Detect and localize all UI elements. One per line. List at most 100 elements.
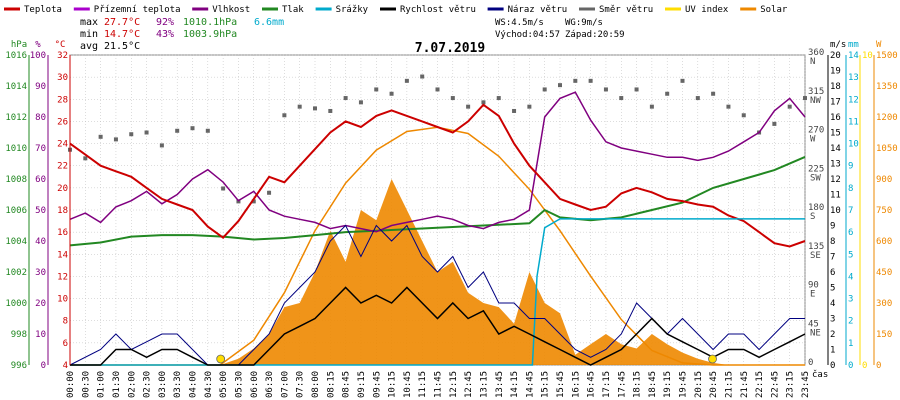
direction-point [144,130,149,135]
axis-percent-tick: 10 [35,330,46,340]
x-tick: 21:45 [740,371,750,398]
axis-temperature-tick: 28 [57,95,68,105]
axis-temperature-tick: 30 [57,73,68,83]
axis-rain-label: mm [848,40,859,50]
x-tick: 08:45 [342,371,352,398]
axis-temperature-tick: 14 [57,250,68,260]
x-tick: 05:30 [234,371,244,398]
axis-rain-tick: 13 [848,73,859,83]
stat-max-press: 1010.1hPa [183,17,237,28]
x-tick: 07:30 [296,371,306,398]
axis-uv-tick: 0 [862,361,867,371]
axis-wind-tick: 3 [830,315,835,325]
axis-pressure-tick: 1012 [5,113,27,123]
axis-pressure-tick: 1000 [5,299,27,309]
x-tick: 20:15 [694,371,704,398]
axis-direction-tick: 0 [808,358,813,368]
axis-direction-cardinal: E [810,290,815,300]
x-tick: 15:45 [556,371,566,398]
x-tick: 09:15 [357,371,367,398]
x-tick: 09:45 [372,371,382,398]
x-tick: 02:30 [143,371,153,398]
stats-block: max 27.7°C 92% 1010.1hPa 6.6mm min 14.7°… [80,17,625,52]
direction-point [159,143,164,148]
direction-point [175,128,180,133]
axis-direction-tick: 45 [808,319,819,329]
legend-label: Rychlost větru [400,5,476,15]
axis-wind-tick: 12 [830,175,841,185]
x-tick: 08:00 [311,371,321,398]
x-tick: 02:00 [127,371,137,398]
x-tick: 10:45 [403,371,413,398]
direction-point [374,87,379,92]
axis-wind-tick: 10 [830,206,841,216]
axis-rain-tick: 1 [848,339,853,349]
legend-label: Vlhkost [212,5,250,15]
x-tick: 00:00 [66,371,76,398]
axis-percent-tick: 80 [35,113,46,123]
x-tick: 19:15 [663,371,673,398]
x-tick: 17:45 [617,371,627,398]
axis-pressure-tick: 996 [11,361,27,371]
axis-direction-tick: 315 [808,87,824,97]
x-tick: 11:45 [434,371,444,398]
axis-rain-tick: 7 [848,206,853,216]
direction-point [313,106,317,111]
axis-solar-tick: 750 [876,206,892,216]
direction-point [512,108,517,113]
axis-wind-tick: 1 [830,346,835,356]
direction-point [221,186,226,191]
x-tick: 16:15 [571,371,581,398]
direction-point [435,87,440,92]
stat-max-hum: 92% [156,17,174,28]
direction-point [129,132,134,137]
direction-point [404,78,409,83]
axis-percent-tick: 100 [30,51,46,61]
direction-point [267,190,272,195]
legend-label: Směr větru [599,5,653,15]
direction-point [113,137,118,142]
direction-point [481,100,486,105]
x-tick: 13:45 [495,371,505,398]
axis-rain-tick: 14 [848,51,859,61]
axis-temperature-tick: 10 [57,295,68,305]
axis-temperature-tick: 26 [57,117,68,127]
direction-point [205,128,210,133]
axis-pressure-tick: 1010 [5,144,27,154]
axis-uv-tick: 10 [862,51,873,61]
x-tick: 04:00 [189,371,199,398]
axis-wind-tick: 11 [830,191,841,201]
axis-temperature-tick: 32 [57,51,68,61]
x-tick: 14:15 [510,371,520,398]
axis-wind-tick: 7 [830,253,835,263]
uv-marker [216,354,226,364]
x-tick: 11:15 [418,371,428,398]
x-tick: 08:15 [326,371,336,398]
axis-percent-tick: 70 [35,144,46,154]
axes-layer: 1016101410121010100810061004100210009989… [5,40,897,398]
x-tick: 22:45 [770,371,780,398]
x-tick: 17:15 [602,371,612,398]
stat-wg: WG:9m/s [565,18,603,28]
axis-wind-tick: 19 [830,67,841,77]
x-tick: 07:00 [280,371,290,398]
axis-percent-tick: 20 [35,299,46,309]
direction-point [343,96,348,101]
direction-point [711,91,716,96]
direction-point [251,199,256,204]
axis-temperature-label: °C [55,40,66,50]
axis-direction-cardinal: NW [810,96,821,106]
direction-point [787,104,792,109]
x-tick: 03:30 [173,371,183,398]
axis-temperature-tick: 8 [63,317,68,327]
axis-solar-tick: 1500 [876,51,898,61]
axis-direction-tick: 270 [808,126,824,136]
axis-solar-tick: 1350 [876,82,898,92]
direction-point [496,96,501,101]
axis-percent-tick: 0 [41,361,46,371]
axis-temperature-tick: 18 [57,206,68,216]
axis-direction-tick: 225 [808,164,824,174]
direction-point [450,96,455,101]
axis-pressure-tick: 998 [11,330,27,340]
stat-min-hum: 43% [156,29,174,40]
